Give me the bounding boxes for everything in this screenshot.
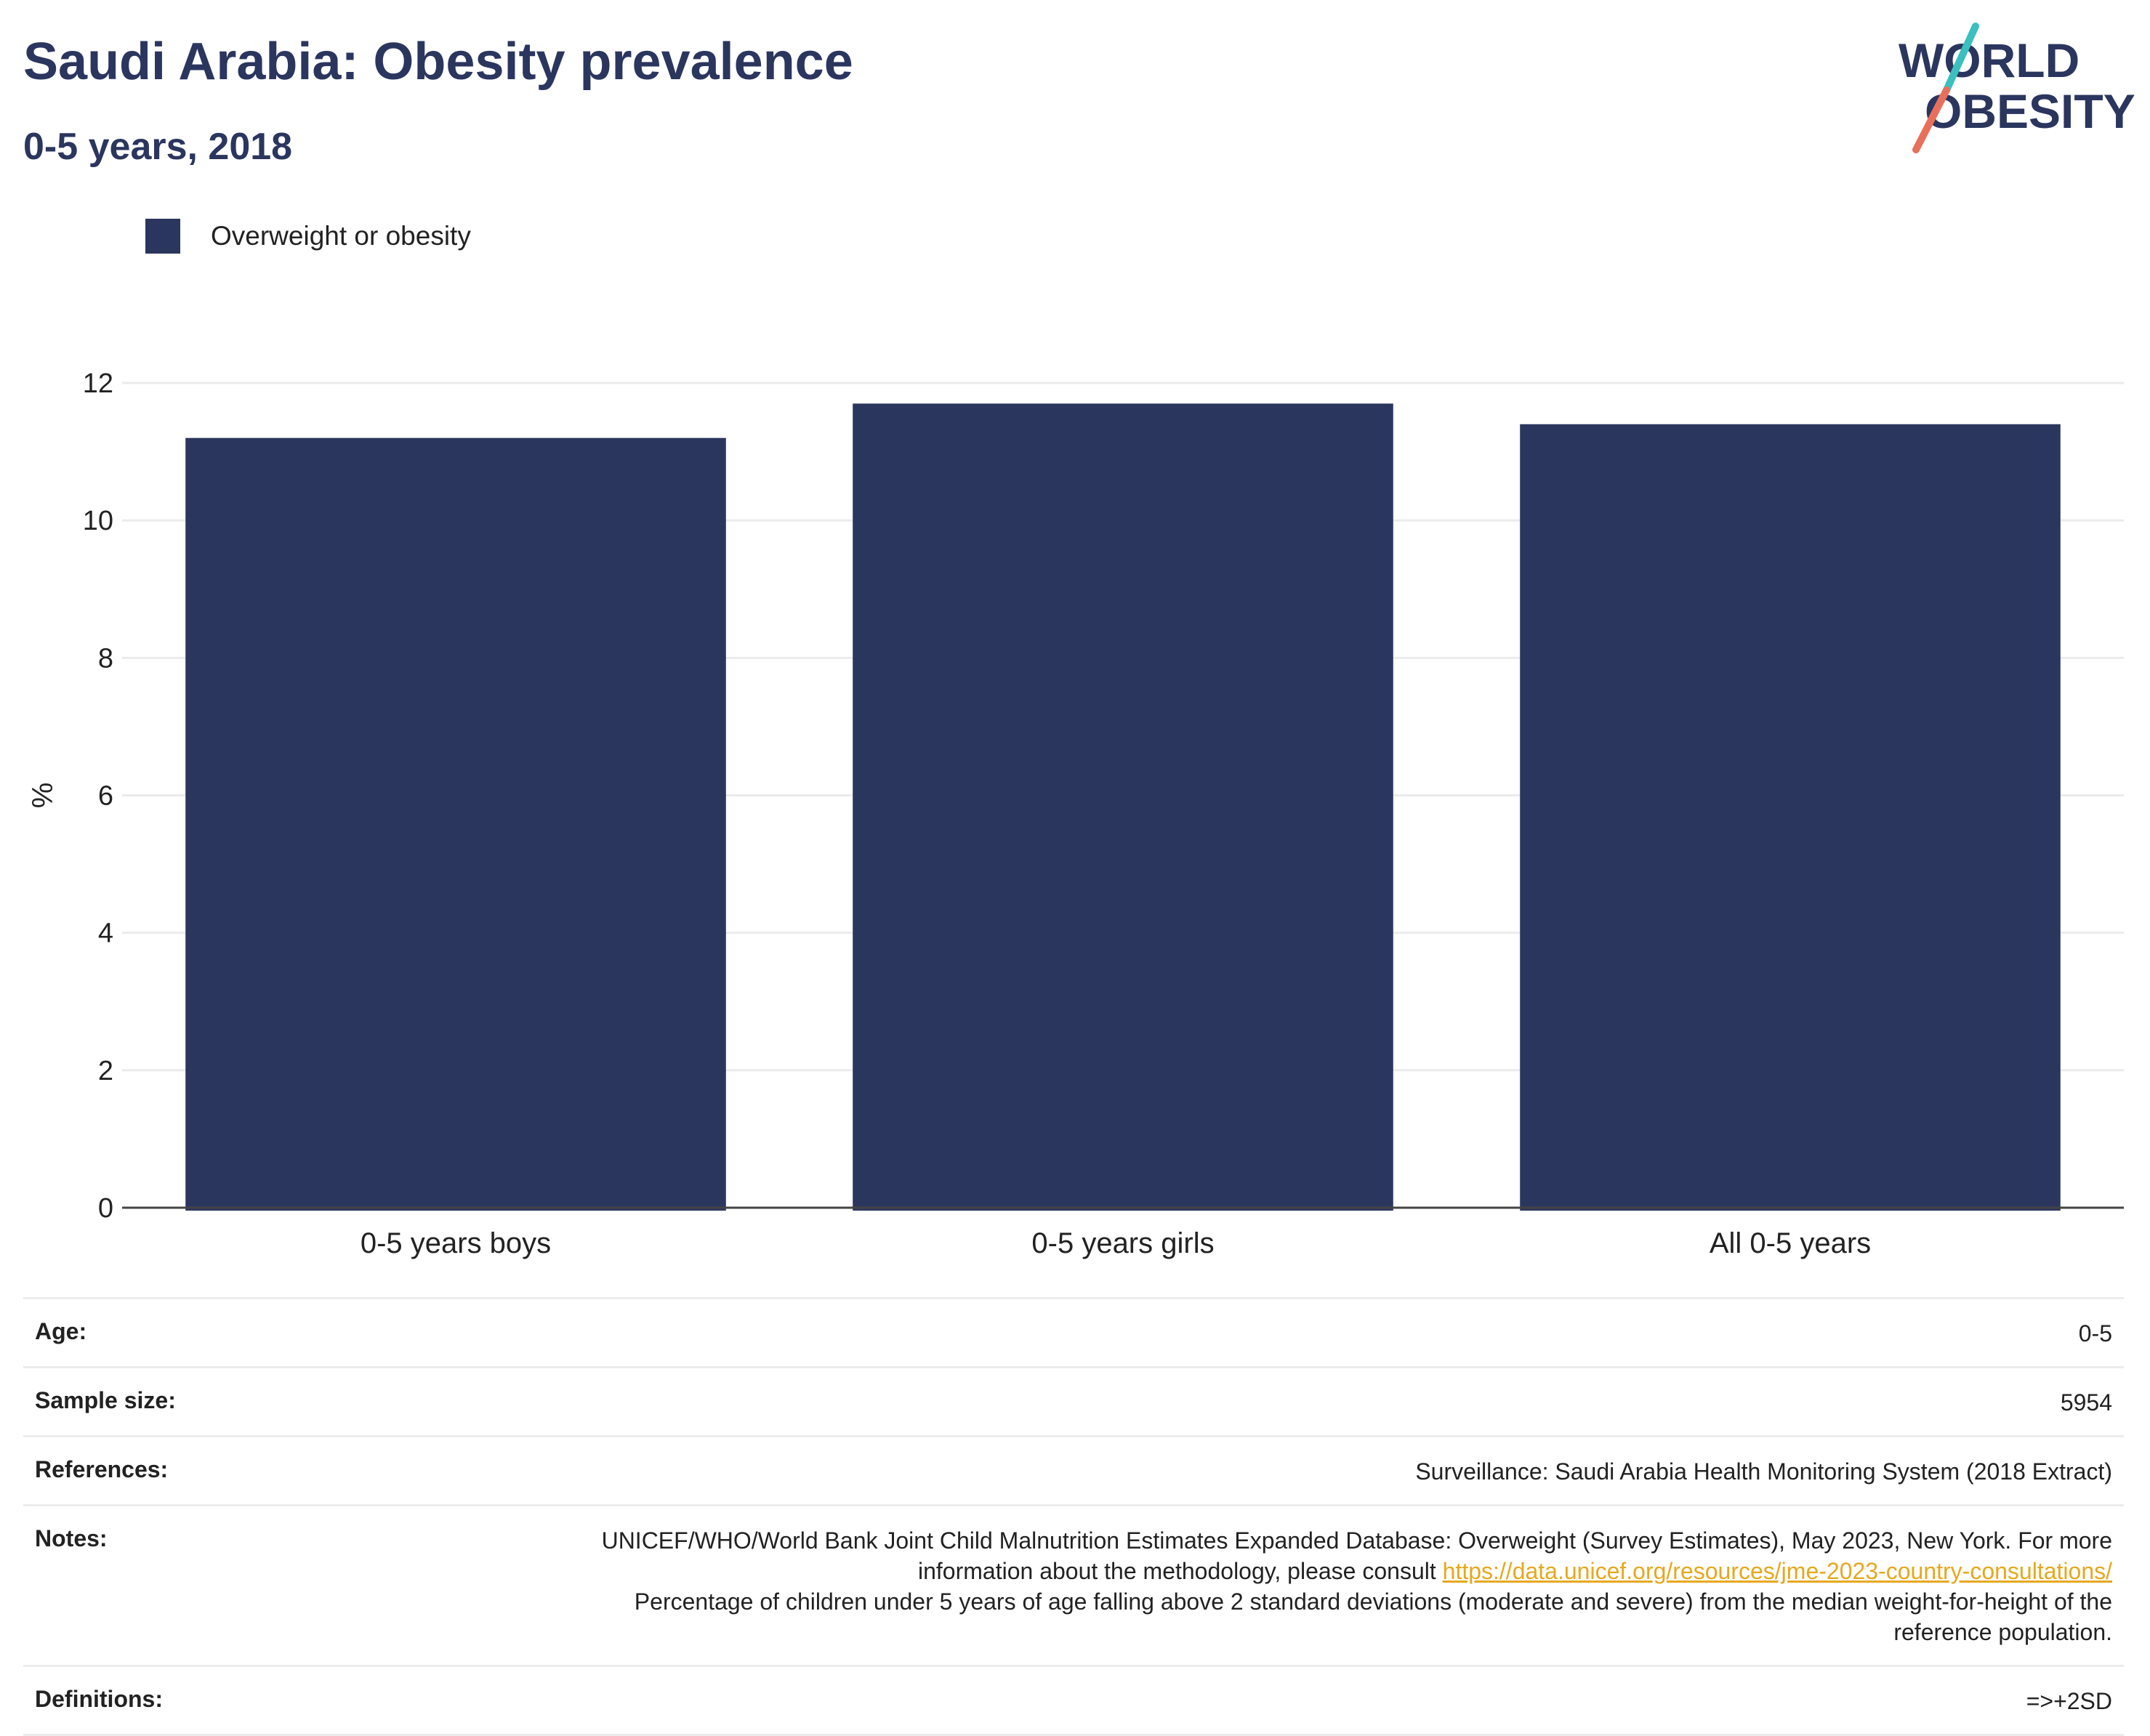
- references-label: References:: [35, 1456, 169, 1482]
- legend: Overweight or obesity: [145, 218, 471, 254]
- sample-size-value: 5954: [2060, 1389, 2112, 1416]
- sample-size-label: Sample size:: [35, 1387, 176, 1413]
- y-tick-label: 6: [98, 781, 113, 812]
- notes-definition-text: Percentage of children under 5 years of …: [634, 1588, 2112, 1645]
- info-row-sample-size: Sample size: 5954: [23, 1366, 2124, 1435]
- y-tick-label: 4: [98, 919, 113, 949]
- info-row-notes: Notes: UNICEF/WHO/World Bank Joint Child…: [23, 1504, 2124, 1665]
- chart-title: Saudi Arabia: Obesity prevalence: [23, 33, 853, 91]
- world-obesity-logo: WORLD OBESITY: [1899, 23, 2135, 153]
- bar-3: [1520, 424, 2061, 1211]
- info-table: Age: 0-5 Sample size: 5954 References: S…: [23, 1297, 2124, 1736]
- definitions-value: =>+2SD: [2026, 1688, 2112, 1714]
- notes-value: UNICEF/WHO/World Bank Joint Child Malnut…: [549, 1525, 2112, 1647]
- notes-text: UNICEF/WHO/World Bank Joint Child Malnut…: [601, 1527, 2112, 1584]
- y-tick-label: 8: [98, 643, 113, 674]
- age-label: Age:: [35, 1318, 87, 1344]
- chart-subtitle: 0-5 years, 2018: [23, 126, 293, 168]
- y-tick-label: 2: [98, 1056, 113, 1086]
- methodology-link[interactable]: https://data.unicef.org/resources/jme-20…: [1442, 1558, 2112, 1584]
- bar-1: [185, 437, 726, 1211]
- info-row-definitions: Definitions: =>+2SD: [23, 1665, 2124, 1736]
- y-tick-label: 0: [98, 1193, 113, 1224]
- logo-line-obesity: OBESITY: [1925, 84, 2135, 138]
- definitions-label: Definitions:: [35, 1686, 163, 1712]
- age-value: 0-5: [2078, 1320, 2112, 1347]
- legend-swatch: [145, 219, 180, 254]
- logo-slash-bottom: [1912, 86, 1950, 153]
- info-row-references: References: Surveillance: Saudi Arabia H…: [23, 1435, 2124, 1504]
- y-tick-label: 12: [83, 368, 113, 399]
- logo-line-world: WORLD: [1899, 33, 2079, 87]
- x-tick-label: 0-5 years girls: [1031, 1227, 1214, 1259]
- legend-label: Overweight or obesity: [211, 221, 471, 251]
- logo-slash-top: [1943, 23, 1979, 94]
- bar-chart: 0 2 4 6 8 10 12% 0-5 years boys 0-5 years girls A…: [27, 368, 2124, 1259]
- x-tick-label: 0-5 years boys: [361, 1227, 551, 1259]
- x-tick-label: All 0-5 years: [1710, 1227, 1871, 1259]
- info-row-age: Age: 0-5: [23, 1297, 2124, 1366]
- y-tick-label: 10: [83, 506, 113, 536]
- notes-label: Notes:: [35, 1525, 108, 1551]
- references-value: Surveillance: Saudi Arabia Health Monito…: [1415, 1458, 2112, 1485]
- y-axis-title: %: [27, 783, 59, 809]
- bar-2: [853, 403, 1393, 1211]
